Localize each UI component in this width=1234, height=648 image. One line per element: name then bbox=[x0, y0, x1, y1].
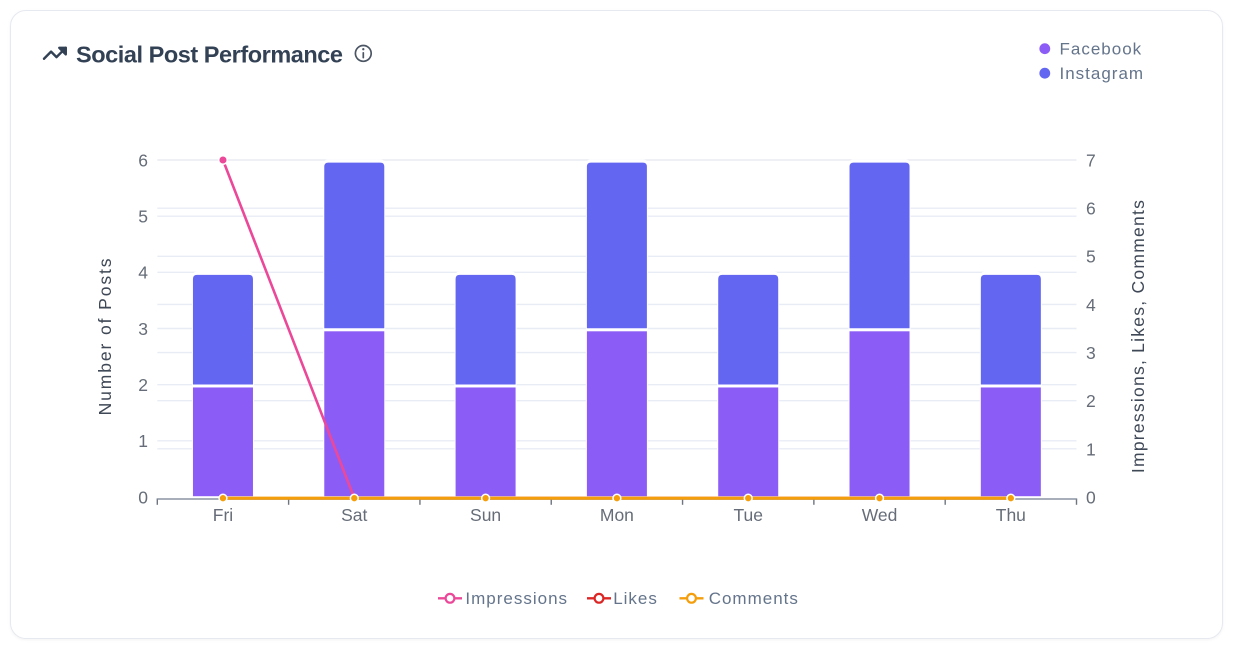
svg-text:1: 1 bbox=[1086, 439, 1096, 459]
svg-text:7: 7 bbox=[1086, 150, 1096, 170]
svg-text:Impressions: Impressions bbox=[465, 589, 568, 608]
svg-text:Tue: Tue bbox=[733, 505, 763, 525]
svg-text:2: 2 bbox=[138, 375, 148, 395]
svg-text:Facebook: Facebook bbox=[1060, 39, 1143, 58]
svg-text:4: 4 bbox=[138, 263, 148, 283]
svg-text:3: 3 bbox=[138, 319, 148, 339]
svg-text:1: 1 bbox=[138, 431, 148, 451]
svg-text:Mon: Mon bbox=[600, 505, 634, 525]
svg-text:Likes: Likes bbox=[613, 589, 658, 608]
svg-text:5: 5 bbox=[1086, 247, 1096, 267]
svg-text:Instagram: Instagram bbox=[1060, 64, 1145, 83]
svg-text:3: 3 bbox=[1086, 343, 1096, 363]
svg-text:2: 2 bbox=[1086, 391, 1096, 411]
svg-text:Wed: Wed bbox=[862, 505, 898, 525]
svg-text:4: 4 bbox=[1086, 295, 1096, 315]
svg-text:Social Post Performance: Social Post Performance bbox=[76, 42, 343, 68]
svg-text:Sat: Sat bbox=[341, 505, 367, 525]
svg-text:6: 6 bbox=[1086, 199, 1096, 219]
svg-text:Fri: Fri bbox=[213, 505, 233, 525]
svg-text:Comments: Comments bbox=[709, 589, 799, 608]
svg-text:Number of Posts: Number of Posts bbox=[95, 257, 115, 416]
svg-text:5: 5 bbox=[138, 207, 148, 227]
svg-text:Impressions, Likes, Comments: Impressions, Likes, Comments bbox=[1128, 199, 1148, 473]
svg-text:0: 0 bbox=[138, 487, 148, 507]
svg-text:Sun: Sun bbox=[470, 505, 501, 525]
svg-text:6: 6 bbox=[138, 150, 148, 170]
svg-text:Thu: Thu bbox=[996, 505, 1026, 525]
svg-text:0: 0 bbox=[1086, 487, 1096, 507]
